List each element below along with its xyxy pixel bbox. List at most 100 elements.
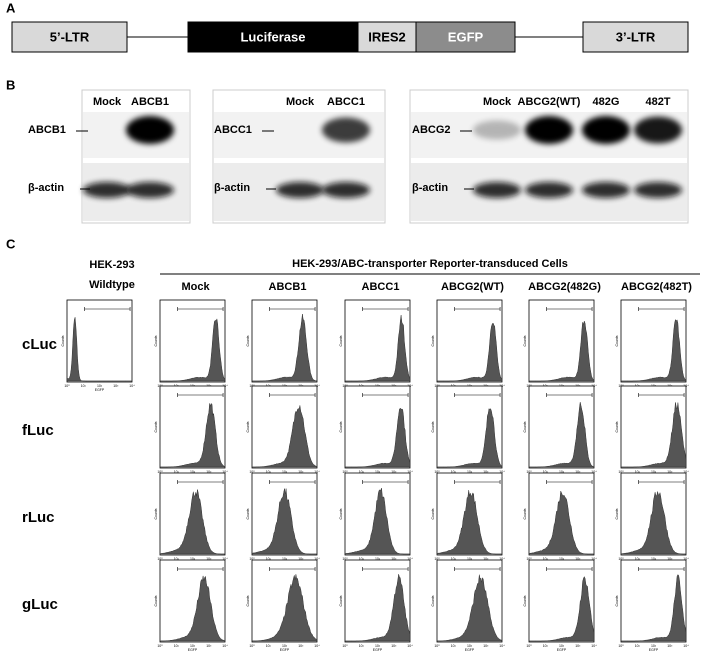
label: Wildtype xyxy=(89,279,135,291)
x-tick-label: 10⁴ xyxy=(129,384,135,388)
band xyxy=(582,116,630,144)
x-tick-label: 10³ xyxy=(575,470,581,474)
histogram xyxy=(345,407,411,468)
histogram xyxy=(437,322,503,382)
x-tick-label: 10⁴ xyxy=(314,557,320,561)
lane-label: 482T xyxy=(645,96,670,108)
histogram xyxy=(621,318,687,382)
x-tick-label: 10¹ xyxy=(81,384,87,388)
histogram xyxy=(436,490,502,555)
y-axis-label: Counts xyxy=(431,595,435,606)
histogram xyxy=(529,401,595,468)
histogram xyxy=(621,574,687,642)
y-axis-label: Counts xyxy=(154,595,158,606)
label: HEK-293 xyxy=(89,259,134,271)
label: ABCG2(WT) xyxy=(441,281,504,293)
histogram xyxy=(159,489,225,555)
x-tick-label: 10² xyxy=(190,470,196,474)
x-tick-label: 10² xyxy=(190,644,196,648)
x-tick-label: 10⁰ xyxy=(342,470,348,474)
y-axis-label: Counts xyxy=(339,508,343,519)
gate xyxy=(269,567,316,571)
x-tick-label: 10⁰ xyxy=(249,470,255,474)
x-tick-label: 10¹ xyxy=(635,470,641,474)
histogram xyxy=(529,320,595,382)
y-axis-label: Counts xyxy=(246,508,250,519)
x-tick-label: 10⁰ xyxy=(157,644,163,648)
histogram xyxy=(345,574,411,642)
y-axis-label: Counts xyxy=(523,508,527,519)
x-tick-label: 10¹ xyxy=(635,557,641,561)
x-tick-label: 10⁰ xyxy=(618,557,624,561)
lane-label: 482G xyxy=(593,96,620,108)
histogram xyxy=(66,317,132,382)
histogram xyxy=(160,575,226,642)
y-axis-label: Counts xyxy=(431,508,435,519)
y-axis-label: Counts xyxy=(431,335,435,346)
x-tick-label: 10³ xyxy=(206,644,212,648)
histogram xyxy=(621,402,687,468)
gate xyxy=(177,307,224,311)
x-tick-label: 10¹ xyxy=(543,470,549,474)
x-axis-label: EGFP xyxy=(557,648,567,652)
x-tick-label: 10¹ xyxy=(359,557,365,561)
x-axis-label: EGFP xyxy=(188,648,198,652)
construct-segment xyxy=(415,21,516,53)
label: IRES2 xyxy=(368,29,406,44)
label: ABCG2(482G) xyxy=(528,281,601,293)
gate xyxy=(177,480,224,484)
label: rLuc xyxy=(22,509,55,526)
x-tick-label: 10¹ xyxy=(543,644,549,648)
x-tick-label: 10⁰ xyxy=(342,644,348,648)
y-axis-label: Counts xyxy=(246,421,250,432)
x-tick-label: 10⁰ xyxy=(342,557,348,561)
lane-label: Mock xyxy=(483,96,512,108)
x-tick-label: 10⁴ xyxy=(591,557,597,561)
x-tick-label: 10⁰ xyxy=(618,470,624,474)
x-tick-label: 10⁰ xyxy=(64,384,70,388)
histogram xyxy=(160,317,226,382)
x-tick-label: 10² xyxy=(559,644,565,648)
x-tick-label: 10⁴ xyxy=(683,557,689,561)
x-axis-label: EGFP xyxy=(95,388,105,392)
y-axis-label: Counts xyxy=(61,335,65,346)
x-axis-label: EGFP xyxy=(280,648,290,652)
x-tick-label: 10⁴ xyxy=(222,644,228,648)
label: β-actin xyxy=(214,182,250,194)
x-tick-label: 10³ xyxy=(575,644,581,648)
y-axis-label: Counts xyxy=(154,421,158,432)
x-tick-label: 10⁴ xyxy=(222,557,228,561)
x-tick-label: 10² xyxy=(282,644,288,648)
band xyxy=(322,117,370,143)
gate xyxy=(638,393,685,397)
label: gLuc xyxy=(22,596,58,613)
x-tick-label: 10⁴ xyxy=(314,644,320,648)
x-tick-label: 10¹ xyxy=(635,644,641,648)
band xyxy=(525,116,573,144)
construct-segment xyxy=(187,21,359,53)
x-tick-label: 10¹ xyxy=(174,644,180,648)
band xyxy=(322,182,370,198)
label: ABCC1 xyxy=(214,124,252,136)
x-tick-label: 10⁰ xyxy=(157,470,163,474)
label: 5’-LTR xyxy=(50,29,90,44)
label: ABCB1 xyxy=(269,281,307,293)
x-tick-label: 10² xyxy=(467,644,473,648)
histogram xyxy=(620,491,686,555)
x-tick-label: 10¹ xyxy=(543,557,549,561)
gate xyxy=(269,393,316,397)
gate xyxy=(362,307,409,311)
y-axis-label: Counts xyxy=(154,508,158,519)
y-axis-label: Counts xyxy=(523,421,527,432)
label: B xyxy=(6,77,15,92)
band xyxy=(634,116,682,144)
histogram xyxy=(345,315,411,382)
x-tick-label: 10¹ xyxy=(451,644,457,648)
x-tick-label: 10² xyxy=(651,557,657,561)
x-tick-label: 10² xyxy=(559,470,565,474)
gate xyxy=(362,393,409,397)
construct-segment xyxy=(582,21,689,53)
y-axis-label: Counts xyxy=(246,595,250,606)
x-tick-label: 10² xyxy=(467,470,473,474)
band xyxy=(83,182,131,198)
